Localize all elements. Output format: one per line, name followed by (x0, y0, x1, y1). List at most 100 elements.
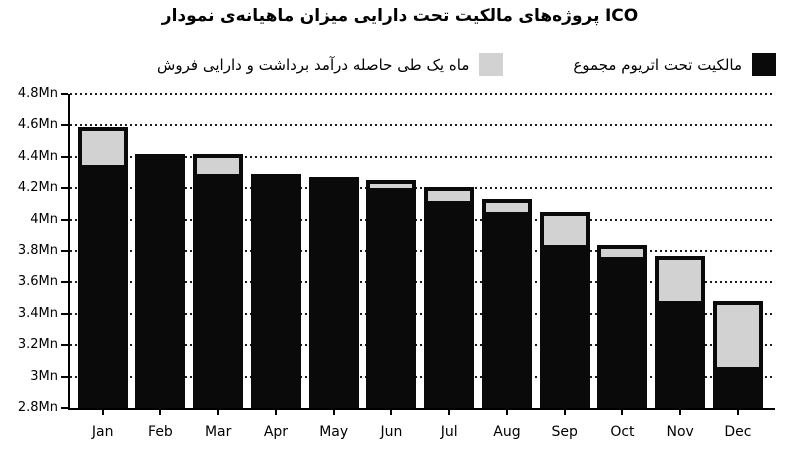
gridline (70, 281, 775, 284)
y-tick (61, 281, 68, 284)
bar-mar (193, 153, 244, 408)
bar-sold-segment (428, 190, 471, 201)
bar-nov (655, 255, 706, 408)
x-label-jan: Jan (91, 424, 114, 440)
y-tick-label: 4Mn (30, 211, 58, 227)
x-label-jul: Jul (440, 424, 458, 440)
y-tick-label: 3Mn (30, 368, 58, 384)
bar-sold-segment (370, 184, 413, 189)
word: درآمد (314, 55, 349, 74)
title-row: نمودار ماهیانه‌ی میزان دارایی تحت مالکیت پروژه… (0, 6, 800, 26)
word: و (246, 55, 254, 74)
word: دارایی (202, 55, 242, 74)
bar-sold-segment (601, 248, 644, 258)
x-label-sep: Sep (551, 424, 578, 440)
gridline (70, 218, 775, 221)
y-tick (61, 250, 68, 252)
x-tick (274, 408, 277, 415)
legend-label-owned: مجموع اتریوم تحت مالکیت (573, 56, 742, 74)
bar-sep (539, 211, 590, 408)
y-tick-label: 2.8Mn (17, 400, 58, 415)
word: طی (397, 55, 422, 74)
word: مالکیت (697, 55, 742, 74)
word: دارایی (353, 6, 408, 26)
x-label-feb: Feb (148, 424, 173, 440)
x-tick (679, 408, 682, 415)
word: نمودار (161, 6, 215, 26)
bar-may (308, 177, 359, 408)
x-tick (101, 408, 104, 415)
y-tick-label: 3.2Mn (17, 337, 58, 353)
gridline (70, 312, 775, 315)
bar-sold-segment (197, 157, 240, 175)
word: پروژه‌های (518, 6, 600, 26)
chart-title: نمودار ماهیانه‌ی میزان دارایی تحت مالکیت پروژه… (162, 6, 638, 26)
word: مجموع (573, 55, 617, 74)
y-tick (61, 407, 68, 409)
x-tick (217, 408, 220, 415)
word: تحت (663, 55, 693, 74)
word: حاصله (352, 55, 393, 74)
y-tick-label: 4.4Mn (17, 148, 58, 164)
bar-aug (481, 199, 532, 408)
bar-apr (250, 174, 301, 408)
legend-label-sold: فروش دارایی و برداشت درآمد حاصله طی یک ماه (157, 56, 469, 74)
word: یک (426, 55, 445, 74)
y-tick-label: 3.8Mn (17, 243, 58, 258)
gridline (70, 187, 775, 190)
bar-oct (597, 244, 648, 408)
gridline (70, 250, 775, 252)
y-tick (61, 187, 68, 190)
gridline (70, 375, 775, 378)
x-tick (505, 408, 508, 415)
bar-sold-segment (543, 215, 586, 245)
word: فروش (157, 55, 199, 74)
word: ICO (604, 6, 639, 26)
legend-item-sold: فروش دارایی و برداشت درآمد حاصله طی یک ماه (157, 53, 504, 76)
gridline (70, 344, 775, 347)
owned-swatch-icon (752, 53, 776, 76)
x-label-jun: Jun (380, 424, 403, 440)
bar-feb (135, 153, 186, 408)
x-tick (332, 408, 335, 415)
y-tick-label: 4.6Mn (17, 117, 58, 133)
y-tick-label: 3.6Mn (17, 274, 58, 290)
word: مالکیت (454, 6, 513, 26)
y-tick-label: 4.8Mn (17, 86, 58, 101)
word: تحت (412, 6, 450, 26)
word: اتریوم (621, 55, 660, 74)
x-tick (159, 408, 162, 415)
bar-jan (77, 126, 128, 408)
x-label-oct: Oct (610, 424, 635, 440)
word: میزان (299, 6, 349, 26)
x-tick (621, 408, 624, 415)
x-label-nov: Nov (666, 424, 694, 440)
gridline (70, 93, 775, 95)
y-tick (61, 124, 68, 127)
legend: فروش دارایی و برداشت درآمد حاصله طی یک ماه مجموع… (157, 53, 776, 76)
word: ماهیانه‌ی (220, 6, 295, 26)
bar-jul (424, 186, 475, 408)
legend-item-owned: مجموع اتریوم تحت مالکیت (573, 53, 776, 76)
sold-swatch-icon (479, 53, 504, 76)
word: برداشت (258, 55, 310, 74)
x-tick (563, 408, 566, 415)
x-label-dec: Dec (724, 424, 752, 440)
y-tick-label: 3.4Mn (17, 305, 58, 321)
y-tick (61, 218, 68, 221)
bar-jun (366, 180, 417, 408)
y-tick (61, 312, 68, 315)
x-label-apr: Apr (263, 424, 289, 440)
x-tick (390, 408, 393, 415)
y-tick-label: 4.2Mn (17, 180, 58, 196)
y-tick (61, 155, 68, 158)
y-tick (61, 375, 68, 378)
bar-sold-segment (659, 259, 702, 302)
gridline (70, 124, 775, 127)
word: ماه (448, 55, 470, 74)
y-tick (61, 93, 68, 95)
bar-sold-segment (485, 203, 528, 212)
plot-area: 2.8Mn 3Mn 3.2Mn 3.4Mn 3.6Mn 3.8Mn 4Mn 4.2Mn 4.4M… (18, 86, 775, 440)
x-tick (736, 408, 739, 415)
